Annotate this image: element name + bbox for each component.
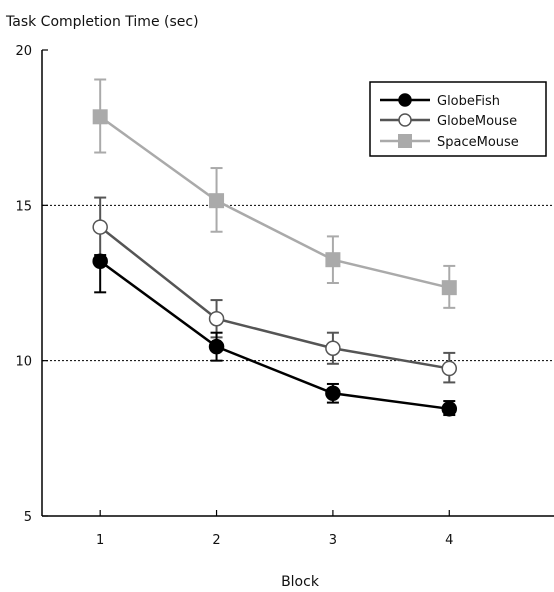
data-point-spacemouse [209,193,225,209]
x-tick-label: 2 [212,533,220,548]
x-tick-label: 4 [445,533,453,548]
series-spacemouse [92,78,457,309]
legend-item-globefish: GlobeFish [380,93,500,109]
legend: GlobeFish GlobeMouse SpaceMouse [369,81,547,157]
legend-marker-globemouse [398,113,412,127]
data-point-globemouse [441,360,458,377]
legend-label-spacemouse: SpaceMouse [437,135,519,150]
legend-label-globemouse: GlobeMouse [437,114,517,129]
y-tick-label: 20 [15,44,32,59]
data-point-globemouse [208,310,225,327]
data-point-globemouse [92,219,108,235]
data-point-globemouse [325,340,341,356]
y-tick-label: 15 [15,199,32,214]
data-point-globefish [208,338,225,355]
legend-label-globefish: GlobeFish [437,94,500,109]
data-point-spacemouse [92,109,108,125]
data-point-globefish [92,253,108,270]
y-tick-label: 10 [15,355,32,370]
legend-item-globemouse: GlobeMouse [380,113,517,129]
x-tick-label: 3 [329,533,337,548]
y-axis-title: Task Completion Time (sec) [5,14,199,30]
legend-item-spacemouse: SpaceMouse [380,134,519,150]
legend-marker-spacemouse [398,134,412,148]
reference-lines [42,204,554,362]
x-axis-title: Block [281,574,320,590]
data-point-spacemouse [325,252,341,268]
x-tick-label: 1 [96,533,104,548]
series-line-globemouse [99,226,450,370]
data-point-globefish [441,401,458,417]
axes: 20 15 10 5 1 2 3 4 [15,44,554,548]
y-tick-label: 5 [24,510,32,525]
series-line-spacemouse [99,115,450,289]
series-globemouse [92,196,458,384]
series-line-globefish [99,260,450,411]
data-point-spacemouse [441,280,457,296]
data-point-globefish [325,385,341,402]
plot-area [92,78,458,417]
series-globefish [92,253,458,417]
legend-marker-globefish [398,93,412,107]
